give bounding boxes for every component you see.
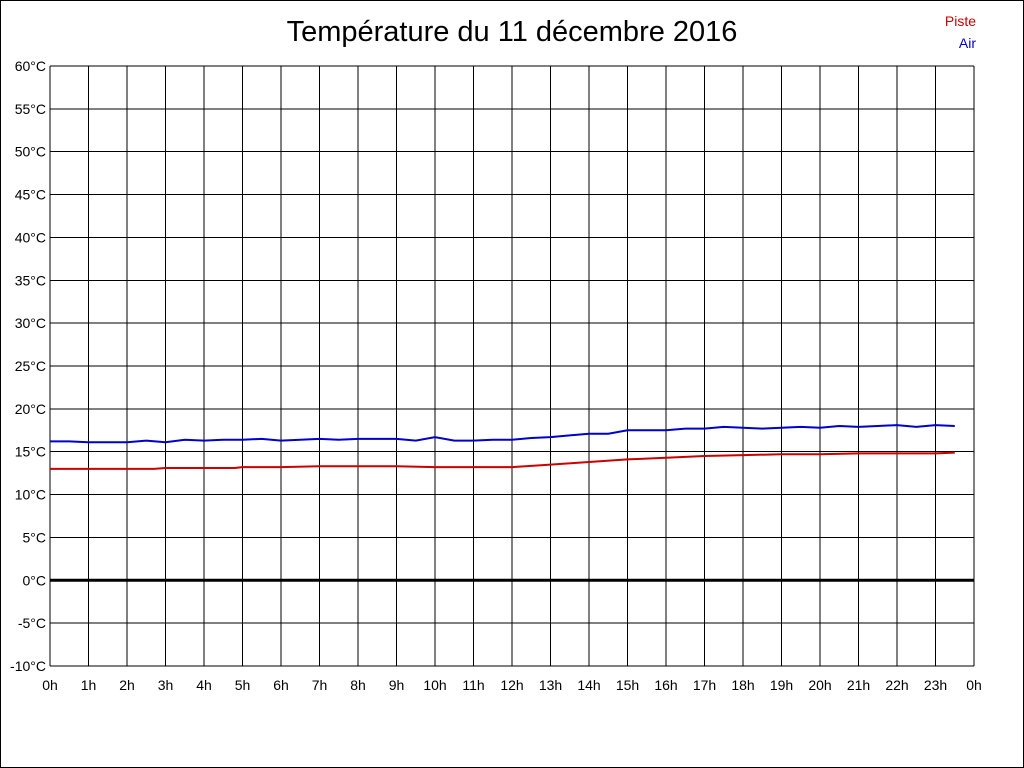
x-tick-label: 8h bbox=[350, 677, 366, 693]
x-tick-label: 13h bbox=[539, 677, 562, 693]
y-tick-label: 50°C bbox=[15, 144, 46, 160]
y-tick-label: -5°C bbox=[18, 615, 46, 631]
y-tick-label: 20°C bbox=[15, 401, 46, 417]
x-tick-label: 3h bbox=[158, 677, 174, 693]
legend-piste: Piste bbox=[944, 13, 976, 29]
x-tick-label: 11h bbox=[462, 677, 484, 693]
y-tick-label: 35°C bbox=[15, 272, 46, 288]
y-axis-ticks: -10°C -5°C 0°C 5°C 10°C 15°C 20°C 25°C 30°C 35°C 4… bbox=[10, 58, 46, 674]
x-tick-label: 23h bbox=[924, 677, 947, 693]
x-tick-label: 16h bbox=[654, 677, 677, 693]
legend-air: Air bbox=[958, 35, 976, 51]
y-tick-label: 60°C bbox=[15, 58, 46, 74]
y-tick-label: 25°C bbox=[15, 358, 46, 374]
y-tick-label: 45°C bbox=[15, 187, 46, 203]
x-tick-label: 1h bbox=[81, 677, 97, 693]
series-line-air bbox=[50, 424, 955, 444]
x-tick-label: 10h bbox=[423, 677, 446, 693]
y-tick-label: 10°C bbox=[15, 487, 46, 503]
x-tick-label: 12h bbox=[500, 677, 523, 693]
y-tick-label: -10°C bbox=[10, 658, 46, 674]
x-tick-label: 17h bbox=[693, 677, 716, 693]
x-tick-label: 20h bbox=[808, 677, 831, 693]
y-tick-label: 5°C bbox=[23, 529, 47, 545]
x-tick-label: 15h bbox=[616, 677, 639, 693]
x-axis-ticks: 0h 1h 2h 3h 4h 5h 6h 7h 8h 9h 10h 11h 12h 13h 14h 15h 16… bbox=[42, 677, 982, 693]
series-group bbox=[50, 424, 955, 470]
x-tick-label: 7h bbox=[312, 677, 328, 693]
y-tick-label: 15°C bbox=[15, 444, 46, 460]
x-tick-label: 22h bbox=[885, 677, 908, 693]
x-tick-label: 14h bbox=[577, 677, 600, 693]
x-tick-label: 0h bbox=[966, 677, 982, 693]
x-tick-label: 21h bbox=[847, 677, 870, 693]
chart-title: Température du 11 décembre 2016 bbox=[286, 16, 738, 48]
x-tick-label: 5h bbox=[235, 677, 251, 693]
x-tick-label: 0h bbox=[42, 677, 58, 693]
x-tick-label: 9h bbox=[389, 677, 405, 693]
y-tick-label: 30°C bbox=[15, 315, 46, 331]
x-tick-label: 19h bbox=[770, 677, 793, 693]
x-tick-label: 4h bbox=[196, 677, 212, 693]
y-tick-label: 55°C bbox=[15, 101, 46, 117]
grid bbox=[49, 65, 975, 667]
y-tick-label: 40°C bbox=[15, 229, 46, 245]
x-tick-label: 18h bbox=[731, 677, 754, 693]
x-tick-label: 6h bbox=[273, 677, 289, 693]
series-line-piste bbox=[50, 451, 955, 470]
y-tick-label: 0°C bbox=[23, 572, 47, 588]
x-tick-label: 2h bbox=[119, 677, 135, 693]
